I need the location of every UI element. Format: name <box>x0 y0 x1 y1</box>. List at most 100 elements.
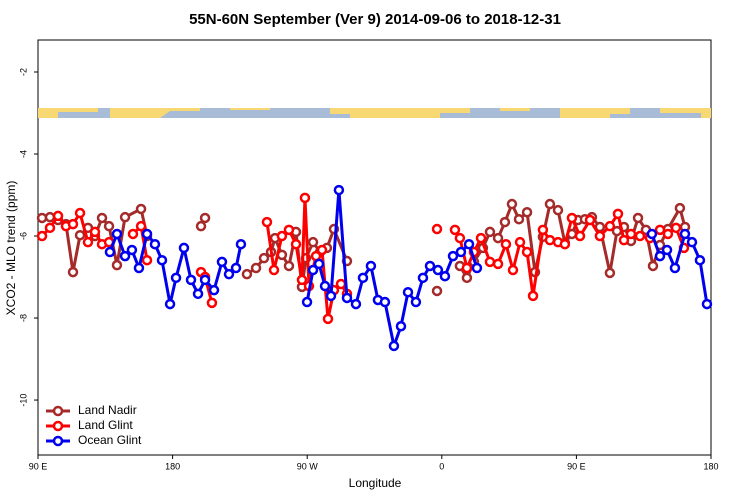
data-point <box>195 220 207 232</box>
data-point <box>674 202 686 214</box>
data-point <box>559 238 571 250</box>
data-point <box>431 285 443 297</box>
data-point <box>484 226 496 238</box>
data-point <box>449 224 461 236</box>
data-point <box>654 250 666 262</box>
data-point <box>261 216 273 228</box>
data-point <box>454 232 466 244</box>
data-point <box>544 234 556 246</box>
data-point <box>316 244 328 256</box>
data-point <box>307 264 319 276</box>
data-point <box>455 246 467 258</box>
data-point <box>135 220 147 232</box>
data-point <box>52 210 64 222</box>
legend-label: Ocean Glint <box>78 433 142 447</box>
data-point <box>185 274 197 286</box>
x-tick-label: 180 <box>703 461 718 471</box>
data-point <box>149 238 161 250</box>
data-point <box>333 184 345 196</box>
data-point <box>313 258 325 270</box>
data-point <box>301 296 313 308</box>
data-point <box>646 228 658 240</box>
data-point <box>395 320 407 332</box>
data-point <box>625 228 637 240</box>
data-point <box>679 228 691 240</box>
data-point <box>82 236 94 248</box>
data-point <box>67 266 79 278</box>
data-point <box>276 230 288 242</box>
data-point <box>206 297 218 309</box>
data-point <box>335 278 347 290</box>
data-point <box>701 298 713 310</box>
data-point <box>111 259 123 271</box>
data-point <box>208 284 220 296</box>
legend-label: Land Nadir <box>78 403 137 417</box>
data-point <box>111 228 123 240</box>
data-point <box>661 244 673 256</box>
data-point <box>632 212 644 224</box>
data-point <box>241 268 253 280</box>
data-point <box>104 246 116 258</box>
data-point <box>74 207 86 219</box>
data-point <box>584 214 596 226</box>
data-point <box>36 230 48 242</box>
chart-title: 55N-60N September (Ver 9) 2014-09-06 to … <box>189 11 561 28</box>
data-point <box>127 228 139 240</box>
data-point <box>475 232 487 244</box>
data-point <box>44 211 56 223</box>
data-point <box>258 252 270 264</box>
data-point <box>119 250 131 262</box>
data-point <box>594 230 606 242</box>
data-point <box>686 236 698 248</box>
data-point <box>126 244 138 256</box>
data-point <box>492 232 504 244</box>
data-point <box>67 218 79 230</box>
data-point <box>296 274 308 286</box>
data-point <box>618 234 630 246</box>
data-point <box>178 242 190 254</box>
plot-frame <box>37 39 712 456</box>
data-point <box>694 254 706 266</box>
legend-label: Land Glint <box>78 418 133 432</box>
data-point <box>283 260 295 272</box>
data-point <box>417 272 429 284</box>
data-point <box>662 228 674 240</box>
data-point <box>192 288 204 300</box>
data-point <box>507 264 519 276</box>
data-point <box>283 224 295 236</box>
data-point <box>199 212 211 224</box>
data-point <box>250 262 262 274</box>
y-tick-label: -8 <box>18 314 28 322</box>
data-point <box>634 230 646 242</box>
data-point <box>521 246 533 258</box>
data-point <box>521 206 533 218</box>
data-point <box>164 298 176 310</box>
data-point <box>402 286 414 298</box>
data-point <box>341 292 353 304</box>
data-point <box>514 236 526 248</box>
x-tick-label: 90 E <box>567 461 586 471</box>
data-point <box>604 267 616 279</box>
data-point <box>463 238 475 250</box>
data-point <box>612 208 624 220</box>
legend-marker <box>52 435 64 447</box>
data-point <box>141 254 153 266</box>
data-point <box>492 258 504 270</box>
data-point <box>647 260 659 272</box>
data-point <box>307 236 319 248</box>
data-point <box>544 198 556 210</box>
data-point <box>322 313 334 325</box>
data-point <box>447 250 459 262</box>
data-point <box>513 213 525 225</box>
data-point <box>552 204 564 216</box>
data-point <box>290 238 302 250</box>
data-point <box>223 268 235 280</box>
legend-marker <box>52 405 64 417</box>
data-point <box>135 203 147 215</box>
data-point <box>431 223 443 235</box>
y-tick-label: -2 <box>18 68 28 76</box>
data-point <box>461 262 473 274</box>
legend-marker <box>52 420 64 432</box>
data-point <box>365 260 377 272</box>
